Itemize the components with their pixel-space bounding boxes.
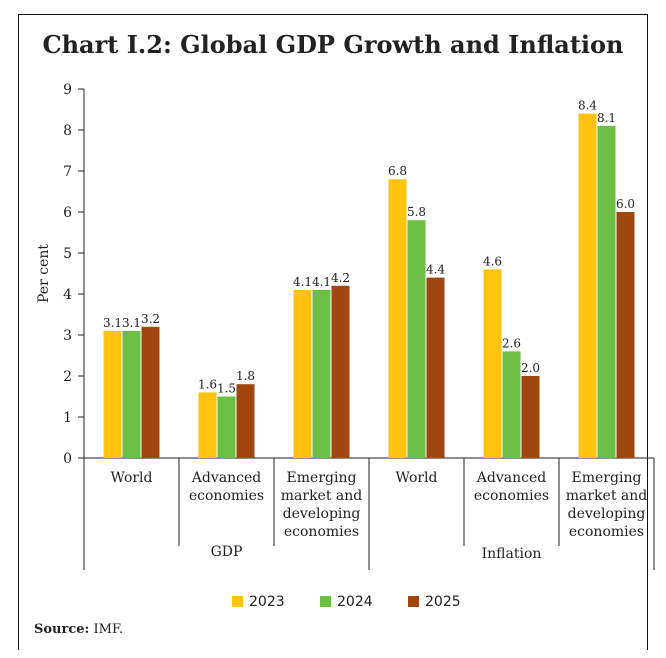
y-tick-label: 7	[63, 164, 72, 180]
bar-2024	[122, 330, 141, 458]
data-label: 4.1	[312, 275, 331, 289]
bar-2025	[331, 285, 350, 458]
y-tick-label: 3	[63, 328, 72, 344]
x-category-label: economies	[189, 488, 264, 504]
data-label: 5.8	[407, 205, 426, 219]
data-label: 1.5	[217, 382, 236, 396]
bar-2025	[521, 376, 540, 458]
bar-2024	[312, 289, 331, 458]
x-category-label: developing	[283, 506, 361, 522]
data-label: 4.4	[426, 263, 445, 277]
x-category-label: developing	[568, 506, 646, 522]
bar-2025	[616, 212, 635, 458]
x-category-label: market and	[566, 488, 648, 504]
data-label: 3.1	[122, 316, 141, 330]
y-tick-label: 0	[63, 451, 72, 467]
y-tick-label: 9	[63, 82, 72, 98]
bar-2024	[597, 125, 616, 459]
chart-frame	[18, 14, 648, 650]
x-category-label: market and	[281, 488, 363, 504]
bar-2023	[198, 392, 217, 458]
legend-entry: 2023	[249, 594, 285, 610]
source-note: Source: IMF.	[34, 622, 123, 637]
y-tick-label: 1	[63, 410, 72, 426]
y-tick-label: 6	[63, 205, 72, 221]
data-label: 4.1	[293, 275, 312, 289]
data-label: 6.8	[388, 164, 407, 178]
bar-2025	[426, 277, 445, 458]
y-tick-label: 5	[63, 246, 72, 262]
data-label: 3.1	[103, 316, 122, 330]
legend-entry: 2024	[337, 594, 373, 610]
data-label: 2.6	[502, 336, 521, 350]
bar-2023	[578, 113, 597, 458]
source-label: Source:	[34, 622, 90, 637]
x-group-label: Inflation	[482, 546, 542, 562]
x-category-label: economies	[284, 524, 359, 540]
bar-2023	[103, 330, 122, 458]
x-category-label: economies	[474, 488, 549, 504]
chart-title: Chart I.2: Global GDP Growth and Inflati…	[42, 30, 624, 59]
legend-swatch-2024	[320, 596, 331, 607]
x-category-label: economies	[569, 524, 644, 540]
legend-entry: 2025	[425, 594, 461, 610]
bar-2024	[407, 220, 426, 458]
bar-2025	[141, 326, 160, 458]
data-label: 4.2	[331, 271, 350, 285]
data-label: 1.6	[198, 377, 217, 391]
x-category-label: Emerging	[287, 470, 357, 486]
data-label: 6.0	[616, 197, 635, 211]
bar-2023	[293, 289, 312, 458]
x-group-label: GDP	[211, 544, 243, 560]
bar-2025	[236, 384, 255, 458]
legend-swatch-2025	[408, 596, 419, 607]
legend-swatch-2023	[232, 596, 243, 607]
y-tick-label: 4	[63, 287, 72, 303]
bar-2023	[388, 179, 407, 458]
x-category-label: Emerging	[572, 470, 642, 486]
data-label: 4.6	[483, 254, 502, 268]
y-tick-label: 2	[63, 369, 72, 385]
x-category-label: World	[396, 470, 438, 486]
y-axis-label: Per cent	[36, 244, 52, 303]
bar-2024	[502, 351, 521, 458]
bar-2024	[217, 396, 236, 458]
x-category-label: Advanced	[476, 470, 546, 486]
x-category-label: Advanced	[191, 470, 261, 486]
source-text: IMF.	[93, 622, 124, 637]
data-label: 1.8	[236, 369, 255, 383]
data-label: 8.1	[597, 111, 616, 125]
data-label: 8.4	[578, 99, 597, 113]
x-category-label: World	[111, 470, 153, 486]
data-label: 2.0	[521, 361, 540, 375]
bar-2023	[483, 269, 502, 458]
data-label: 3.2	[141, 312, 160, 326]
y-tick-label: 8	[63, 123, 72, 139]
